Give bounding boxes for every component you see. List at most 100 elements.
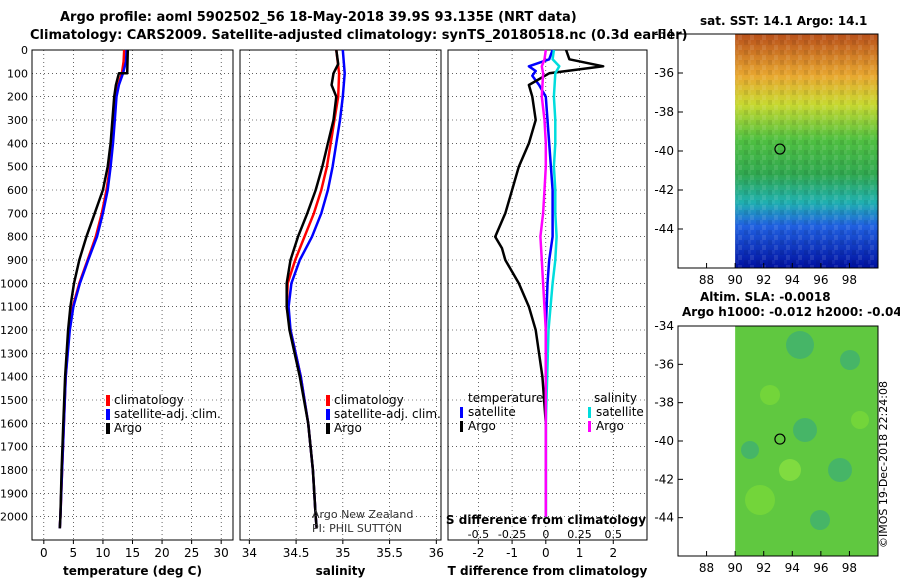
map-x-tick-label: 92 — [756, 273, 771, 287]
sla-anomaly-blob — [793, 418, 817, 442]
s-tick-label: 0.5 — [605, 528, 623, 541]
legend-swatch — [326, 423, 330, 434]
map-y-tick-label: -34 — [654, 319, 674, 333]
y-tick-label: 100 — [7, 67, 28, 80]
y-tick-label: 1300 — [0, 347, 28, 360]
operator-annotation: PI: PHIL SUTTON — [312, 522, 402, 535]
series-line-climatology — [285, 49, 341, 529]
x-tick-label: 34.5 — [283, 546, 310, 560]
y-tick-label: 200 — [7, 91, 28, 104]
map-y-tick-label: -38 — [654, 105, 674, 119]
legend-label: Argo — [114, 421, 142, 435]
s-axis-label: S difference from climatology — [446, 513, 646, 527]
series-line-argo — [58, 49, 130, 529]
legend-swatch — [460, 421, 463, 432]
map-x-tick-label: 98 — [842, 561, 857, 575]
sla-anomaly-blob — [779, 459, 801, 481]
x-axis-label: T difference from climatology — [448, 564, 648, 578]
x-axis-label: salinity — [316, 564, 366, 578]
x-tick-label: 36 — [429, 546, 444, 560]
y-tick-label: 1400 — [0, 371, 28, 384]
legend-label: Argo — [596, 419, 624, 433]
s-tick-label: -0.5 — [468, 528, 489, 541]
x-tick-label: 35 — [335, 546, 350, 560]
x-tick-label: 35.5 — [376, 546, 403, 560]
map-y-tick-label: -40 — [654, 144, 674, 158]
sla-anomaly-blob — [840, 350, 860, 370]
sla-anomaly-blob — [851, 411, 869, 429]
legend-label: satellite — [468, 405, 516, 419]
y-tick-label: 1800 — [0, 464, 28, 477]
x-tick-label: 0 — [40, 546, 48, 560]
series-line-argo — [285, 49, 340, 529]
s-tick-label: 0.25 — [567, 528, 592, 541]
legend-swatch — [326, 409, 330, 420]
map-x-tick-label: 96 — [813, 561, 828, 575]
series-line-satellite-adj-clim- — [287, 49, 346, 529]
x-axis-label: temperature (deg C) — [63, 564, 202, 578]
legend-temperature-title: temperature — [468, 391, 543, 405]
x-tick-label: 25 — [184, 546, 199, 560]
map-x-tick-label: 96 — [813, 273, 828, 287]
legend-swatch — [106, 395, 110, 406]
sst-map-title: sat. SST: 14.1 Argo: 14.1 — [700, 14, 868, 28]
x-tick-label: -2 — [472, 546, 484, 560]
map-y-tick-label: -42 — [654, 183, 674, 197]
y-tick-label: 1700 — [0, 441, 28, 454]
diff-line-s-argo — [539, 49, 548, 517]
legend-label: satellite-adj. clim. — [334, 407, 441, 421]
y-tick-label: 2000 — [0, 511, 28, 524]
y-tick-label: 1200 — [0, 324, 28, 337]
y-tick-label: 1100 — [0, 301, 28, 314]
panel-frame-2 — [447, 49, 648, 541]
legend-swatch — [588, 407, 591, 418]
x-tick-label: 1 — [576, 546, 584, 560]
sla-anomaly-blob — [760, 385, 780, 405]
y-tick-label: 900 — [7, 254, 28, 267]
legend-label: satellite — [596, 405, 644, 419]
argo-float-marker — [774, 143, 786, 155]
s-tick-label: -0.25 — [498, 528, 526, 541]
header-title-line2: Climatology: CARS2009. Satellite-adjuste… — [30, 28, 688, 43]
sla-anomaly-blob — [741, 441, 759, 459]
sla-anomaly-blob — [828, 458, 852, 482]
legend-label: satellite-adj. clim. — [114, 407, 221, 421]
x-tick-label: 20 — [154, 546, 169, 560]
map-frame — [677, 33, 879, 269]
map-x-tick-label: 94 — [785, 561, 800, 575]
map-y-tick-label: -42 — [654, 472, 674, 486]
y-tick-label: 1000 — [0, 277, 28, 290]
x-tick-label: 2 — [609, 546, 617, 560]
operator-annotation: Argo New Zealand — [312, 508, 413, 521]
argo-float-marker — [774, 433, 786, 445]
map-x-tick-label: 90 — [728, 273, 743, 287]
map-x-tick-label: 88 — [699, 561, 714, 575]
map-frame — [677, 325, 879, 557]
sla-map-title: Altim. SLA: -0.0018 — [700, 290, 831, 304]
sla-anomaly-blob — [745, 485, 775, 515]
header-title-line1: Argo profile: aoml 5902502_56 18-May-201… — [60, 10, 577, 25]
s-tick-label: 0 — [542, 528, 549, 541]
map-y-tick-label: -36 — [654, 357, 674, 371]
legend-label: climatology — [114, 393, 184, 407]
y-tick-label: 600 — [7, 184, 28, 197]
y-tick-label: 1900 — [0, 487, 28, 500]
legend-salinity-title: salinity — [594, 391, 637, 405]
map-x-tick-label: 98 — [842, 273, 857, 287]
y-tick-label: 800 — [7, 231, 28, 244]
x-tick-label: 10 — [95, 546, 110, 560]
x-tick-label: 15 — [125, 546, 140, 560]
legend-swatch — [326, 395, 330, 406]
map-y-tick-label: -44 — [654, 511, 674, 525]
x-tick-label: 5 — [70, 546, 78, 560]
sla-anomaly-blob — [786, 331, 814, 359]
map-y-tick-label: -40 — [654, 434, 674, 448]
legend-label: climatology — [334, 393, 404, 407]
x-tick-label: 34 — [242, 546, 257, 560]
legend-label: Argo — [334, 421, 362, 435]
x-tick-label: -1 — [506, 546, 518, 560]
sla-map-subtitle: Argo h1000: -0.012 h2000: -0.04 — [682, 305, 900, 319]
series-line-satellite-adj-clim- — [58, 49, 128, 529]
x-tick-label: 30 — [214, 546, 229, 560]
